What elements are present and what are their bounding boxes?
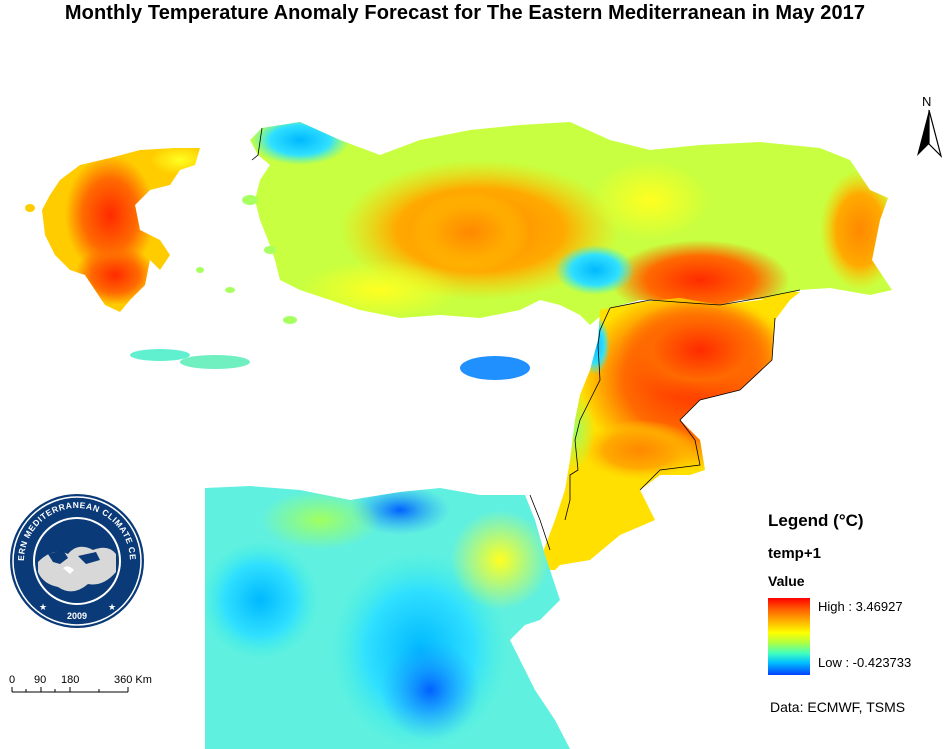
scale-bar: 0 90 180 360 Km <box>9 674 152 693</box>
scale-label-0: 0 <box>9 674 15 686</box>
egypt-region <box>205 486 570 749</box>
emcc-seal-icon: 2009 ★ ★ EASTERN MEDITERRANEAN CLIMATE C… <box>8 492 144 628</box>
logo-year: 2009 <box>67 611 87 621</box>
levant-region <box>540 292 800 570</box>
scale-label-90: 90 <box>34 674 46 686</box>
data-credit: Data: ECMWF, TSMS <box>770 699 906 715</box>
north-label: N <box>922 94 932 109</box>
logo-star-left: ★ <box>39 603 47 613</box>
turkey-region <box>250 122 892 325</box>
north-arrow-icon <box>917 109 943 158</box>
legend-title: Legend (°C) <box>768 511 864 530</box>
legend-color-ramp <box>768 598 810 675</box>
logo-star-right: ★ <box>108 603 116 613</box>
map-title: Monthly Temperature Anomaly Forecast for… <box>64 2 866 24</box>
scale-label-180: 180 <box>61 674 79 686</box>
cyprus-region <box>460 356 530 380</box>
legend-low-label: Low : -0.423733 <box>818 655 912 670</box>
legend-high-label: High : 3.46927 <box>818 599 903 614</box>
country-borders <box>251 127 801 551</box>
scale-label-360: 360 Km <box>114 674 152 686</box>
legend-layer-name: temp+1 <box>768 545 821 562</box>
aegean-islands <box>25 195 297 369</box>
greece-region <box>42 148 200 312</box>
legend-field-name: Value <box>768 573 805 589</box>
